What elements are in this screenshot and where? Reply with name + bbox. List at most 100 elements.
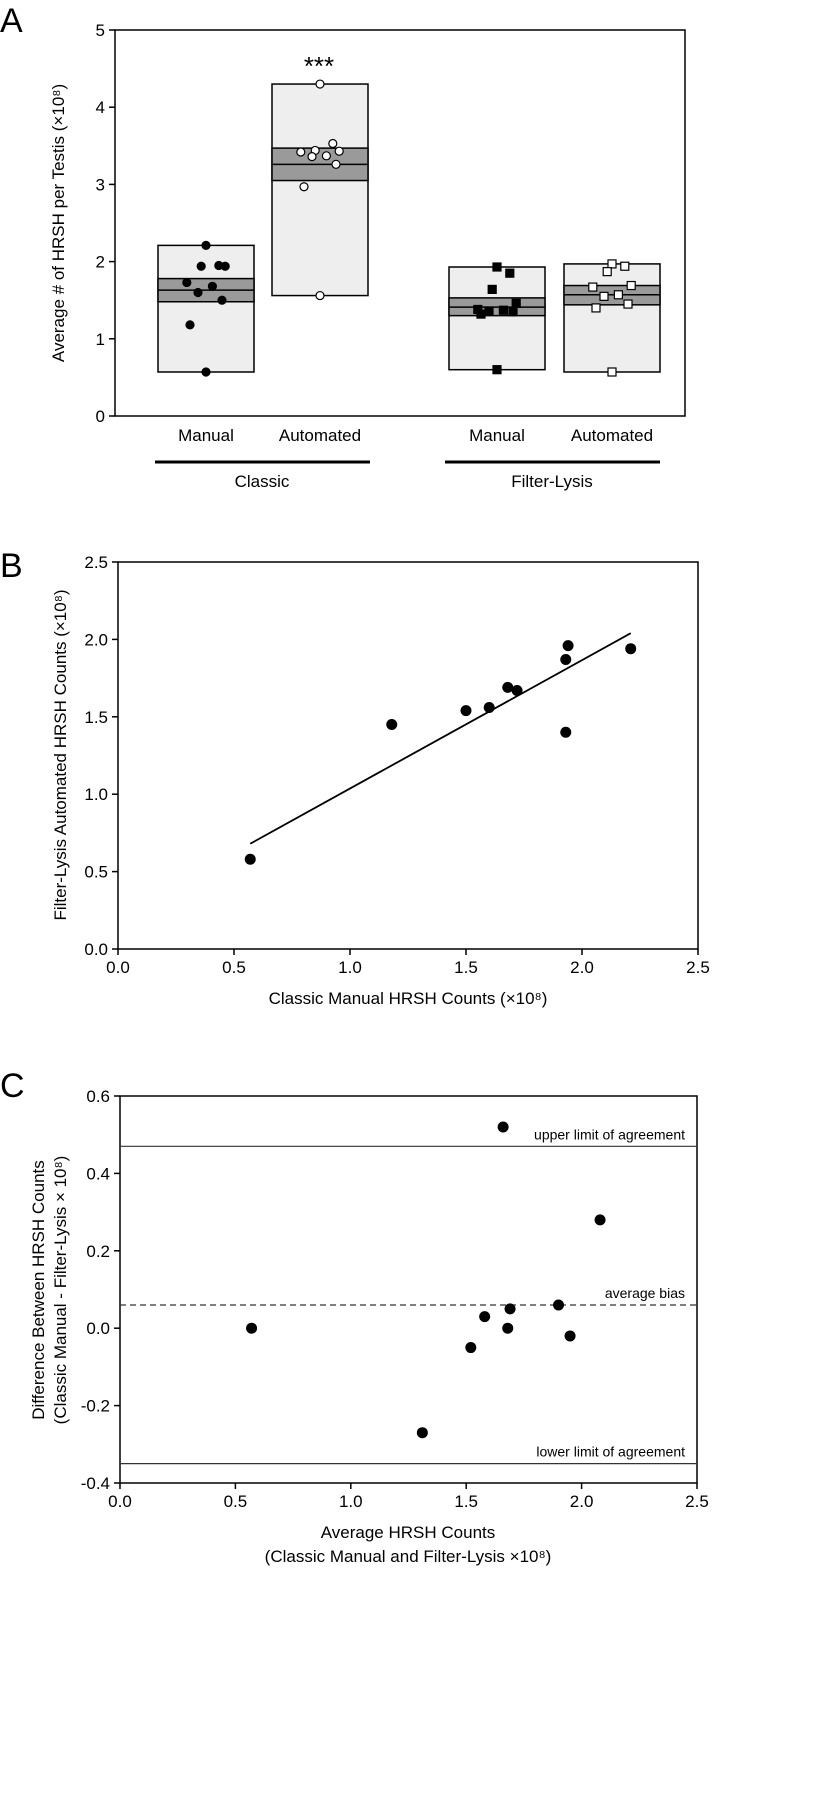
data-point	[220, 261, 230, 271]
box-category-label: Manual	[469, 426, 525, 445]
y-axis-label-line-2: (Classic Manual - Filter-Lysis × 10⁸)	[51, 1156, 70, 1425]
y-tick-label: 4	[96, 98, 105, 117]
data-point	[594, 1214, 606, 1226]
y-tick-label: 3	[96, 175, 105, 194]
data-point	[626, 280, 636, 291]
panel-c-bland-altman: C Difference Between HRSH Counts (Classi…	[0, 1067, 709, 1566]
y-tick-label: 0.6	[86, 1087, 110, 1106]
y-axis-label-line-1: Difference Between HRSH Counts	[29, 1160, 48, 1420]
axis-ticks: 0.0 0.5 1.0 1.5 2.0 2.5 0.0 0.5 1.0 1.5 2.0 2.5	[84, 553, 709, 977]
data-point	[602, 267, 612, 277]
x-tick-label: 1.5	[454, 958, 478, 977]
data-point	[620, 261, 630, 271]
data-point	[465, 1342, 477, 1354]
data-point	[502, 1322, 514, 1334]
y-tick-label: 2.5	[84, 553, 108, 572]
plot-frame	[114, 29, 686, 417]
data-point	[564, 1330, 576, 1342]
group-label-classic: Classic	[235, 472, 290, 491]
y-tick-label: 0.0	[84, 940, 108, 959]
y-tick-label: 0	[96, 407, 105, 426]
data-point	[498, 305, 508, 315]
box-2: Manual	[448, 262, 546, 445]
x-tick-label: 2.0	[570, 1492, 594, 1511]
data-point	[505, 268, 515, 278]
data-point	[315, 79, 325, 89]
panel-label-c: C	[0, 1067, 25, 1105]
box-range	[271, 83, 369, 297]
data-point	[315, 290, 325, 301]
data-point	[416, 1427, 428, 1439]
data-point	[331, 159, 341, 169]
box-range	[563, 263, 661, 373]
data-point	[217, 295, 227, 305]
data-point	[591, 303, 601, 313]
box-category-label: Manual	[178, 426, 234, 445]
y-axis-label: Filter-Lysis Automated HRSH Counts (×10⁸…	[51, 589, 70, 920]
group-label-filter-lysis: Filter-Lysis	[511, 472, 593, 491]
data-point	[460, 705, 472, 717]
y-tick-label: 2	[96, 253, 105, 272]
x-tick-label: 1.0	[338, 958, 362, 977]
data-point	[201, 240, 211, 250]
axis-ticks: 0.0 0.5 1.0 1.5 2.0 2.5 -0.4 -0.2 0.0 0.2 0.4 0.6	[81, 1087, 709, 1511]
data-point	[487, 284, 497, 294]
y-tick-label: 1	[96, 330, 105, 349]
panel-b-scatter: B Filter-Lysis Automated HRSH Counts (×1…	[0, 547, 710, 1008]
plot-frame	[117, 561, 699, 950]
data-point	[504, 1303, 516, 1315]
x-tick-label: 1.0	[339, 1492, 363, 1511]
data-point	[599, 291, 609, 301]
data-point	[607, 367, 617, 377]
data-point	[607, 259, 617, 269]
reference-line-label: lower limit of agreement	[536, 1444, 685, 1460]
y-tick-label: -0.4	[81, 1474, 110, 1493]
x-tick-label: 2.5	[685, 1492, 709, 1511]
x-tick-label: 1.5	[454, 1492, 478, 1511]
data-point	[613, 290, 624, 300]
y-tick-label: 5	[96, 21, 105, 40]
regression-line	[249, 632, 632, 845]
y-axis-label: Average # of HRSH per Testis (×10⁸)	[49, 84, 68, 362]
x-tick-label: 0.0	[108, 1492, 132, 1511]
reference-line-label: upper limit of agreement	[534, 1126, 685, 1142]
data-point	[296, 147, 306, 157]
x-tick-label: 2.5	[686, 958, 710, 977]
plot-frame	[119, 1095, 698, 1484]
data-point	[334, 146, 344, 156]
data-point	[244, 853, 256, 865]
data-point	[511, 684, 523, 696]
box-1: Automated	[271, 79, 369, 445]
x-axis-label-line-2: (Classic Manual and Filter-Lysis ×10⁸)	[265, 1547, 552, 1566]
x-axis-label: Classic Manual HRSH Counts (×10⁸)	[269, 989, 548, 1008]
y-axis-ticks: 0 1 2 3 4 5	[96, 21, 115, 426]
y-tick-label: 1.0	[84, 785, 108, 804]
panel-label-a: A	[0, 2, 23, 40]
data-point	[299, 182, 309, 192]
data-point	[207, 281, 217, 291]
x-tick-label: 0.5	[222, 958, 246, 977]
data-point	[185, 320, 195, 330]
box-category-label: Automated	[279, 426, 361, 445]
data-point	[560, 654, 572, 666]
data-point	[502, 681, 514, 693]
data-point	[492, 365, 502, 375]
box-range	[448, 266, 546, 371]
data-point	[492, 262, 502, 272]
data-point	[193, 287, 203, 298]
data-points: upper limit of agreement average bias lowe…	[120, 1121, 697, 1465]
data-point	[508, 307, 518, 317]
data-point	[307, 152, 317, 162]
data-point	[553, 1299, 565, 1311]
data-point	[246, 1322, 258, 1334]
box-3: Automated	[563, 259, 661, 445]
box-0: Manual	[157, 240, 255, 445]
y-tick-label: 0.5	[84, 863, 108, 882]
data-point	[560, 726, 572, 738]
box-range	[157, 244, 255, 373]
data-point	[623, 299, 633, 309]
y-tick-label: 0.2	[86, 1242, 110, 1261]
y-tick-label: 2.0	[84, 630, 108, 649]
reference-line-label: average bias	[605, 1285, 685, 1301]
